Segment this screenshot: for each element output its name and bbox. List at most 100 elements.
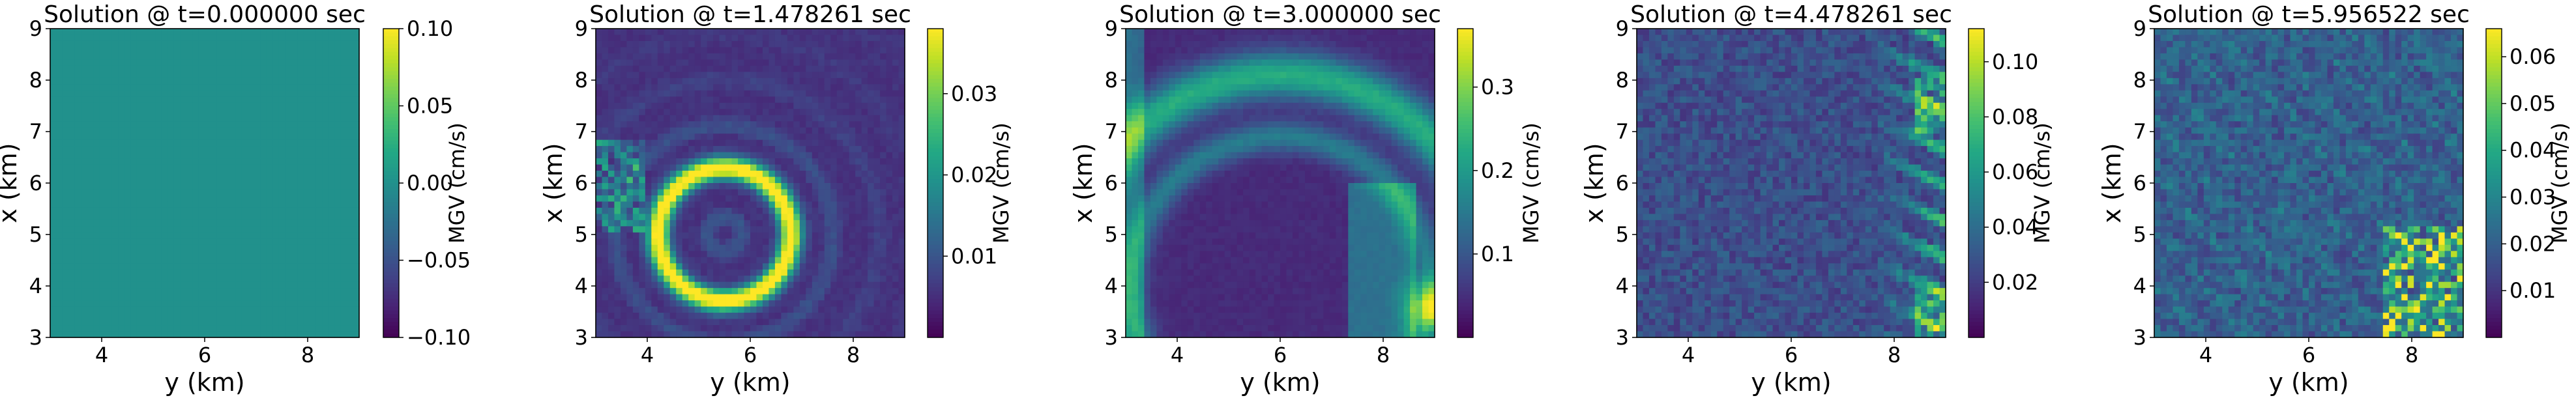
heatmap-cell xyxy=(664,251,671,258)
heatmap-cell xyxy=(136,72,143,79)
heatmap-cell xyxy=(812,47,819,54)
heatmap-cell xyxy=(303,325,310,332)
heatmap-cell xyxy=(596,220,603,227)
heatmap-cell xyxy=(602,189,609,196)
heatmap-cell xyxy=(50,207,57,214)
heatmap-cell xyxy=(260,78,267,85)
heatmap-cell xyxy=(806,152,813,159)
heatmap-cell xyxy=(168,195,175,203)
heatmap-cell xyxy=(99,238,106,246)
heatmap-cell xyxy=(824,84,831,91)
heatmap-cell xyxy=(205,146,212,153)
heatmap-cell xyxy=(56,238,63,246)
heatmap-cell xyxy=(892,121,900,128)
heatmap-cell xyxy=(744,183,751,190)
heatmap-cell xyxy=(81,177,88,184)
heatmap-cell xyxy=(713,65,720,72)
heatmap-cell xyxy=(639,207,646,214)
heatmap-cell xyxy=(93,139,100,147)
heatmap-cell xyxy=(731,121,739,128)
heatmap-cell xyxy=(855,84,862,91)
heatmap-cell xyxy=(186,47,193,54)
heatmap-cell xyxy=(812,257,819,264)
heatmap-cell xyxy=(738,214,745,221)
heatmap-cell xyxy=(111,257,119,264)
heatmap-cell xyxy=(682,306,689,313)
colorbar-swatch xyxy=(383,98,399,103)
heatmap-cell xyxy=(868,146,875,153)
heatmap-cell xyxy=(347,331,354,338)
heatmap-cell xyxy=(701,90,708,97)
heatmap-cell xyxy=(143,288,150,295)
heatmap-cell xyxy=(192,276,199,283)
heatmap-cell xyxy=(719,90,726,97)
heatmap-cell xyxy=(223,53,230,60)
heatmap-cell xyxy=(843,146,850,153)
heatmap-cell xyxy=(149,134,156,141)
heatmap-cell xyxy=(223,78,230,85)
heatmap-cell xyxy=(223,257,230,264)
heatmap-cell xyxy=(143,269,150,276)
heatmap-cell xyxy=(136,59,143,66)
heatmap-cell xyxy=(248,127,255,134)
heatmap-cell xyxy=(99,214,106,221)
heatmap-cell xyxy=(149,306,156,313)
heatmap-cell xyxy=(793,65,800,72)
heatmap-cell xyxy=(68,251,76,258)
heatmap-cell xyxy=(241,158,248,165)
heatmap-cell xyxy=(297,183,304,190)
heatmap-cell xyxy=(676,288,683,295)
heatmap-cell xyxy=(297,29,304,36)
colorbar-swatch xyxy=(383,314,399,319)
heatmap-cell xyxy=(750,244,757,251)
heatmap-cell xyxy=(626,177,634,184)
heatmap-cell xyxy=(118,96,125,104)
heatmap-cell xyxy=(694,257,701,264)
heatmap-cell xyxy=(738,177,745,184)
heatmap-cell xyxy=(614,257,621,264)
heatmap-cell xyxy=(285,139,292,147)
heatmap-cell xyxy=(211,96,218,104)
colorbar-swatch xyxy=(383,113,399,118)
heatmap-cell xyxy=(731,189,739,196)
heatmap-cell xyxy=(725,115,733,122)
heatmap-cell xyxy=(898,257,905,264)
heatmap-cell xyxy=(768,171,776,178)
heatmap-cell xyxy=(74,78,81,85)
heatmap-cell xyxy=(62,313,70,320)
heatmap-cell xyxy=(756,96,763,104)
heatmap-cell xyxy=(812,269,819,276)
colorbar-swatch xyxy=(383,322,399,326)
heatmap-cell xyxy=(873,201,881,208)
heatmap-cell xyxy=(347,139,354,147)
heatmap-cell xyxy=(62,195,70,203)
heatmap-cell xyxy=(762,183,770,190)
heatmap-cell xyxy=(669,195,677,203)
heatmap-cell xyxy=(793,96,800,104)
heatmap-cell xyxy=(682,269,689,276)
heatmap-cell xyxy=(768,109,776,116)
heatmap-cell xyxy=(347,109,354,116)
heatmap-cell xyxy=(315,158,323,165)
heatmap-cell xyxy=(620,263,627,270)
heatmap-cell xyxy=(818,183,825,190)
heatmap-cell xyxy=(303,306,310,313)
heatmap-cell xyxy=(744,40,751,48)
heatmap-cell xyxy=(340,171,347,178)
heatmap-cell xyxy=(334,171,342,178)
heatmap-cell xyxy=(229,177,236,184)
heatmap-cell xyxy=(223,238,230,246)
heatmap-cell xyxy=(216,78,224,85)
heatmap-cell xyxy=(799,288,806,295)
heatmap-cell xyxy=(768,214,776,221)
heatmap-cell xyxy=(632,226,639,233)
heatmap-cell xyxy=(205,244,212,251)
heatmap-cell xyxy=(701,257,708,264)
heatmap-cell xyxy=(205,152,212,159)
heatmap-cell xyxy=(87,47,94,54)
heatmap-cell xyxy=(211,152,218,159)
heatmap-cell xyxy=(161,183,168,190)
heatmap-cell xyxy=(626,220,634,227)
heatmap-cell xyxy=(818,207,825,214)
heatmap-cell xyxy=(898,281,905,289)
